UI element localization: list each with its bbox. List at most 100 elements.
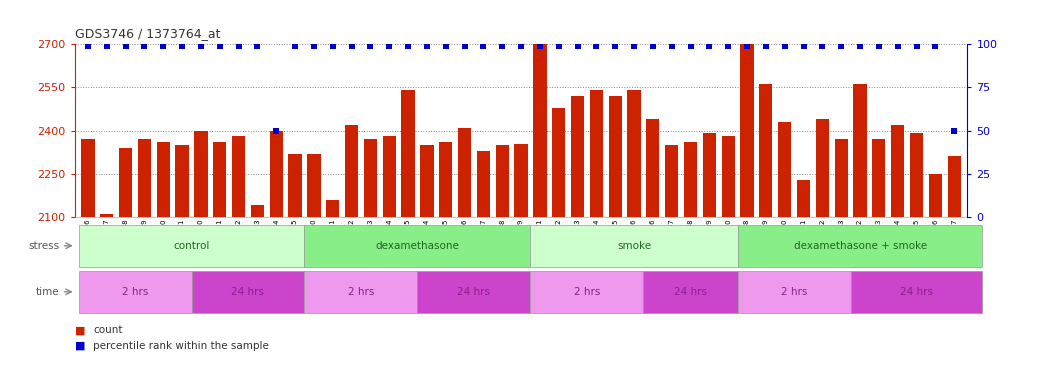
Bar bbox=[831, 44, 851, 217]
Point bbox=[663, 43, 680, 49]
Bar bbox=[853, 84, 867, 384]
Bar bbox=[211, 44, 229, 217]
Bar bbox=[681, 44, 700, 217]
Bar bbox=[285, 44, 304, 217]
Point bbox=[890, 43, 906, 49]
Point bbox=[286, 43, 303, 49]
Bar bbox=[436, 44, 455, 217]
Point bbox=[776, 43, 793, 49]
Bar bbox=[383, 136, 395, 384]
Bar bbox=[794, 44, 813, 217]
Bar bbox=[665, 145, 678, 384]
Bar bbox=[760, 84, 772, 384]
Bar bbox=[79, 271, 191, 313]
Bar bbox=[530, 225, 738, 267]
Bar bbox=[647, 119, 659, 384]
Point bbox=[550, 43, 567, 49]
Bar bbox=[343, 44, 361, 217]
Bar bbox=[851, 271, 983, 313]
Bar bbox=[304, 225, 530, 267]
Bar bbox=[738, 271, 851, 313]
Point bbox=[193, 43, 210, 49]
Bar bbox=[326, 200, 339, 384]
Point bbox=[362, 43, 379, 49]
Bar bbox=[116, 44, 135, 217]
Bar bbox=[289, 154, 302, 384]
Bar bbox=[700, 44, 719, 217]
Bar bbox=[213, 142, 226, 384]
Bar bbox=[304, 44, 323, 217]
Point bbox=[871, 43, 887, 49]
Bar bbox=[248, 44, 267, 217]
Bar bbox=[757, 44, 775, 217]
Bar bbox=[549, 44, 568, 217]
Bar bbox=[194, 131, 208, 384]
Bar bbox=[571, 96, 584, 384]
Bar bbox=[797, 180, 811, 384]
Bar bbox=[534, 44, 546, 384]
Point bbox=[852, 43, 869, 49]
Bar bbox=[644, 271, 738, 313]
Bar bbox=[476, 151, 490, 384]
Text: stress: stress bbox=[28, 241, 59, 251]
Point bbox=[117, 43, 134, 49]
Bar bbox=[229, 44, 248, 217]
Text: 2 hrs: 2 hrs bbox=[348, 287, 374, 297]
Bar bbox=[816, 119, 829, 384]
Point bbox=[475, 43, 492, 49]
Bar bbox=[872, 139, 885, 384]
Text: 24 hrs: 24 hrs bbox=[231, 287, 265, 297]
Point bbox=[908, 43, 925, 49]
Point bbox=[589, 43, 605, 49]
Bar bbox=[721, 136, 735, 384]
Point bbox=[739, 43, 756, 49]
Bar bbox=[948, 157, 961, 384]
Bar bbox=[191, 44, 211, 217]
Point bbox=[513, 43, 529, 49]
Bar bbox=[267, 44, 285, 217]
Bar bbox=[568, 44, 588, 217]
Bar bbox=[628, 90, 640, 384]
Bar bbox=[135, 44, 154, 217]
Bar bbox=[590, 90, 603, 384]
Point bbox=[80, 43, 97, 49]
Bar bbox=[172, 44, 191, 217]
Bar bbox=[496, 145, 509, 384]
Bar bbox=[323, 44, 343, 217]
Bar bbox=[345, 125, 358, 384]
Text: 2 hrs: 2 hrs bbox=[121, 287, 148, 297]
Bar bbox=[307, 154, 321, 384]
Text: GDS3746 / 1373764_at: GDS3746 / 1373764_at bbox=[75, 26, 220, 40]
Bar bbox=[493, 44, 512, 217]
Point bbox=[136, 43, 153, 49]
Bar bbox=[945, 44, 963, 217]
Bar bbox=[417, 44, 436, 217]
Text: 2 hrs: 2 hrs bbox=[781, 287, 808, 297]
Bar bbox=[270, 131, 282, 384]
Bar bbox=[929, 174, 943, 384]
Text: dexamethasone: dexamethasone bbox=[376, 241, 460, 251]
Bar bbox=[251, 205, 264, 384]
Bar bbox=[552, 108, 566, 384]
Point bbox=[155, 43, 171, 49]
Bar bbox=[813, 44, 831, 217]
Bar bbox=[644, 44, 662, 217]
Bar bbox=[399, 44, 417, 217]
Bar bbox=[402, 90, 414, 384]
Bar bbox=[231, 136, 245, 384]
Bar bbox=[455, 44, 474, 217]
Point bbox=[99, 43, 115, 49]
Bar bbox=[79, 44, 98, 217]
Bar bbox=[380, 44, 399, 217]
Bar bbox=[851, 44, 870, 217]
Bar bbox=[588, 44, 606, 217]
Point bbox=[720, 43, 737, 49]
Bar bbox=[119, 148, 132, 384]
Bar bbox=[625, 44, 644, 217]
Bar bbox=[870, 44, 889, 217]
Bar bbox=[458, 127, 471, 384]
Point bbox=[682, 43, 699, 49]
Bar bbox=[719, 44, 738, 217]
Bar bbox=[79, 225, 304, 267]
Bar bbox=[98, 44, 116, 217]
